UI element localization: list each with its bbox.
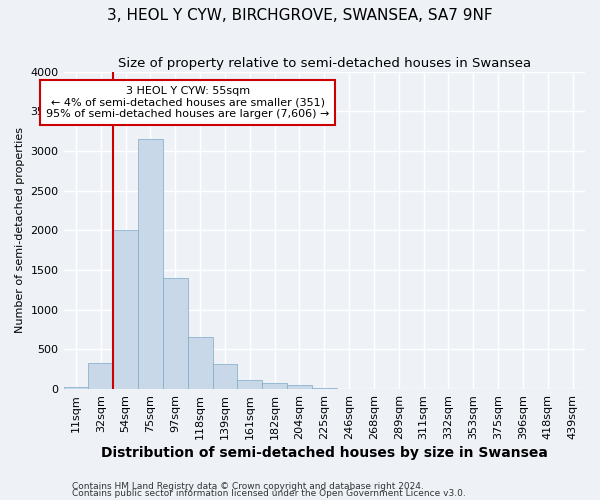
Bar xyxy=(312,388,337,389)
Bar xyxy=(64,386,88,389)
Text: 3, HEOL Y CYW, BIRCHGROVE, SWANSEA, SA7 9NF: 3, HEOL Y CYW, BIRCHGROVE, SWANSEA, SA7 … xyxy=(107,8,493,22)
Bar xyxy=(138,139,163,389)
Bar xyxy=(188,338,212,389)
Bar xyxy=(88,363,113,389)
Text: Contains HM Land Registry data © Crown copyright and database right 2024.: Contains HM Land Registry data © Crown c… xyxy=(72,482,424,491)
Bar xyxy=(287,385,312,389)
Bar xyxy=(163,278,188,389)
Text: 3 HEOL Y CYW: 55sqm
← 4% of semi-detached houses are smaller (351)
95% of semi-d: 3 HEOL Y CYW: 55sqm ← 4% of semi-detache… xyxy=(46,86,329,119)
Text: Contains public sector information licensed under the Open Government Licence v3: Contains public sector information licen… xyxy=(72,489,466,498)
Bar xyxy=(238,380,262,389)
Y-axis label: Number of semi-detached properties: Number of semi-detached properties xyxy=(15,128,25,334)
Bar xyxy=(262,383,287,389)
Bar xyxy=(212,364,238,389)
Title: Size of property relative to semi-detached houses in Swansea: Size of property relative to semi-detach… xyxy=(118,58,531,70)
Bar xyxy=(113,230,138,389)
X-axis label: Distribution of semi-detached houses by size in Swansea: Distribution of semi-detached houses by … xyxy=(101,446,548,460)
